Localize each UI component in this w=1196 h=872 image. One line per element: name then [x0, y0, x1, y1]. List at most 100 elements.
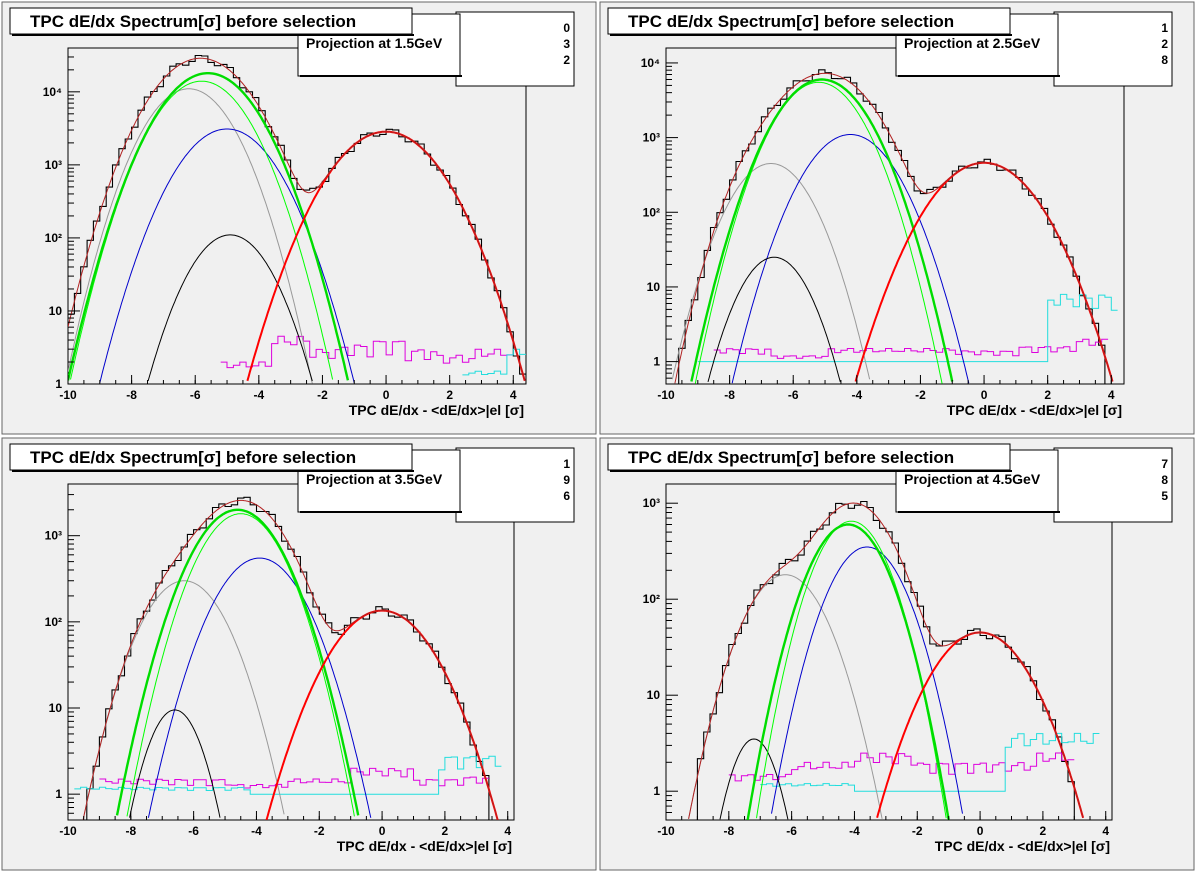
fit-curve-kaon — [731, 134, 970, 384]
x-tick-label: 0 — [977, 824, 984, 838]
plot-frame — [665, 483, 1113, 821]
stats-entry: 1 — [1161, 21, 1168, 35]
stats-label: Projection at 1.5GeV — [306, 35, 443, 51]
stats-label: Projection at 2.5GeV — [904, 35, 1041, 51]
y-tick-label: 10³ — [643, 496, 660, 510]
fit-curve-deuteron — [719, 738, 789, 820]
stats-entry: 8 — [1161, 53, 1168, 67]
fit-curve-deuteron — [707, 256, 841, 383]
background-histogram-magenta — [728, 752, 1075, 782]
fit-curve-pion_thick — [690, 78, 954, 382]
x-tick-label: -4 — [851, 388, 862, 402]
stats-label: Projection at 3.5GeV — [306, 471, 443, 487]
x-tick-label: 4 — [1102, 824, 1109, 838]
background-histogram-magenta — [220, 335, 514, 369]
stats-label: Projection at 4.5GeV — [904, 471, 1041, 487]
fit-curve-total — [674, 72, 1113, 384]
y-tick-label: 10² — [45, 615, 62, 629]
fit-curve-deuteron — [129, 709, 221, 818]
x-tick-label: 4 — [510, 388, 517, 402]
background-histogram-magenta — [713, 338, 1109, 359]
x-tick-label: -8 — [724, 388, 735, 402]
y-tick-label: 10⁴ — [43, 85, 62, 99]
x-axis-title: TPC dE/dx - <dE/dx>|el [σ] — [337, 838, 512, 854]
x-tick-label: -6 — [786, 824, 797, 838]
data-histogram — [666, 500, 1112, 820]
fit-curve-pion_thick — [746, 523, 950, 820]
stats-entry: 2 — [1161, 37, 1168, 51]
y-tick-label: 10⁴ — [641, 56, 660, 70]
chart-title: TPC dE/dx Spectrum[σ] before selection — [628, 448, 954, 467]
x-tick-label: 2 — [1040, 824, 1047, 838]
fit-curve-pion_thick — [115, 508, 360, 816]
x-tick-label: 4 — [1108, 388, 1115, 402]
x-tick-label: -4 — [849, 824, 860, 838]
x-axis-title: TPC dE/dx - <dE/dx>|el [σ] — [349, 402, 524, 418]
stats-entry: 5 — [1161, 489, 1168, 503]
x-tick-label: -6 — [188, 824, 199, 838]
x-tick-label: -10 — [59, 824, 77, 838]
x-tick-label: -8 — [723, 824, 734, 838]
fit-curve-kaon — [771, 546, 963, 814]
chart-panel-3: -10 -8 -6 -4 -2 0 2 4 1 10 10² 10³ TPC dE/dx - <dE/d… — [1, 437, 597, 871]
y-tick-label: 10 — [647, 280, 661, 294]
x-tick-label: 0 — [379, 824, 386, 838]
stats-box-back — [455, 11, 575, 87]
stats-entry: 6 — [563, 489, 570, 503]
x-tick-label: 0 — [383, 388, 390, 402]
plot-area — [666, 69, 1124, 384]
stats-entry: 1 — [563, 457, 570, 471]
x-tick-label: -10 — [657, 824, 675, 838]
y-tick-label: 1 — [653, 784, 660, 798]
fit-curve-pion_thin — [126, 513, 355, 817]
y-tick-label: 10² — [643, 205, 660, 219]
y-tick-label: 10 — [647, 688, 661, 702]
x-tick-label: -8 — [125, 824, 136, 838]
x-tick-label: -8 — [126, 388, 137, 402]
y-tick-label: 1 — [55, 787, 62, 801]
y-tick-label: 10³ — [45, 158, 62, 172]
x-tick-label: -4 — [253, 388, 264, 402]
data-histogram — [666, 69, 1124, 384]
x-axis-title: TPC dE/dx - <dE/dx>|el [σ] — [935, 838, 1110, 854]
fit-curve-total — [688, 502, 1084, 819]
x-axis-title: TPC dE/dx - <dE/dx>|el [σ] — [947, 402, 1122, 418]
x-tick-label: -2 — [317, 388, 328, 402]
x-tick-label: -6 — [788, 388, 799, 402]
stats-box-back — [455, 447, 575, 523]
fit-curve-deuteron — [147, 234, 313, 382]
fit-curve-pion_thick — [68, 72, 350, 381]
y-tick-label: 1 — [55, 377, 62, 391]
x-tick-label: 2 — [1044, 388, 1051, 402]
title-box — [607, 7, 1011, 35]
stats-entry: 7 — [1161, 457, 1168, 471]
fit-curve-pion_thin — [694, 81, 943, 384]
stats-entry: 9 — [563, 473, 570, 487]
stats-entry: 2 — [563, 53, 570, 67]
data-histogram — [68, 54, 526, 384]
chart-panel-2: -10 -8 -6 -4 -2 0 2 4 1 10 10² 10³ 10⁴ TPC dE/dx - <d… — [599, 1, 1195, 435]
x-tick-label: -2 — [912, 824, 923, 838]
y-tick-label: 10² — [643, 592, 660, 606]
background-histogram-cyan — [697, 293, 1118, 363]
y-tick-label: 10³ — [643, 131, 660, 145]
x-tick-label: 4 — [504, 824, 511, 838]
background-histogram-cyan — [760, 732, 1100, 792]
chart-title: TPC dE/dx Spectrum[σ] before selection — [30, 12, 356, 31]
chart-panel-4: -10 -8 -6 -4 -2 0 2 4 1 10 10² 10³ TPC dE/dx - <dE/d… — [599, 437, 1195, 871]
stats-box-back — [1053, 447, 1173, 523]
plot-area — [68, 496, 514, 820]
x-tick-label: 0 — [981, 388, 988, 402]
x-tick-label: -6 — [190, 388, 201, 402]
stats-entry: 3 — [563, 37, 570, 51]
chart-title: TPC dE/dx Spectrum[σ] before selection — [30, 448, 356, 467]
x-tick-label: 2 — [446, 388, 453, 402]
chart-title: TPC dE/dx Spectrum[σ] before selection — [628, 12, 954, 31]
y-tick-label: 10³ — [45, 529, 62, 543]
fit-curve-kaon — [147, 557, 372, 818]
stats-entry: 0 — [563, 21, 570, 35]
x-tick-label: -4 — [251, 824, 262, 838]
x-tick-label: -2 — [915, 388, 926, 402]
background-histogram-cyan — [74, 755, 502, 795]
